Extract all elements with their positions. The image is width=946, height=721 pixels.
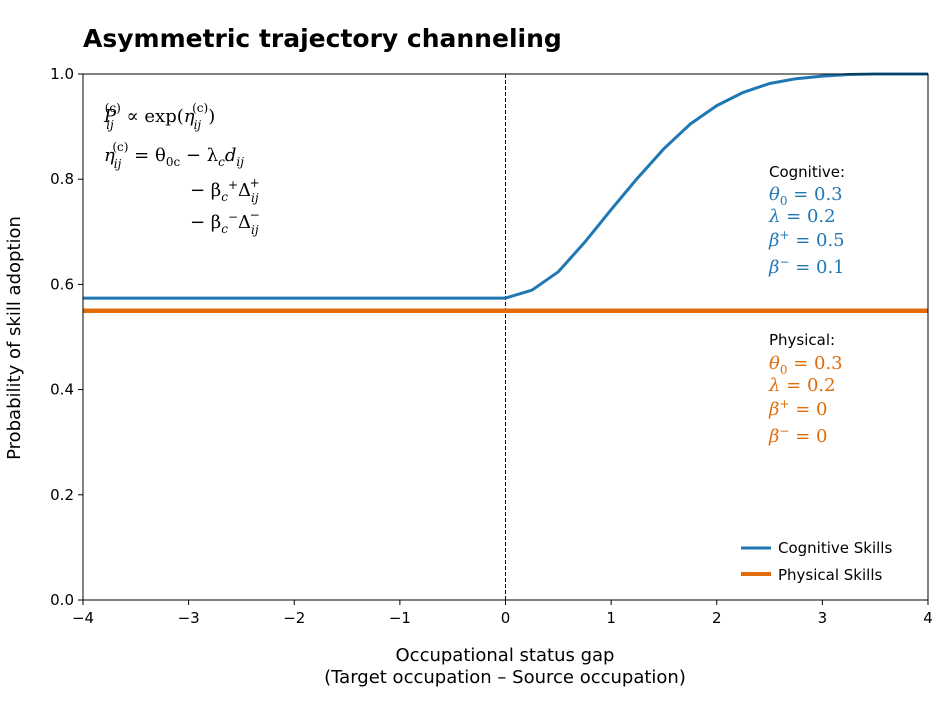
formula-line-3: − βc+Δij+ — [190, 176, 260, 205]
plot-curves — [83, 72, 928, 600]
x-tick-label: 4 — [923, 609, 933, 627]
y-tick-label: 0.6 — [50, 275, 74, 293]
physical-beta-plus: β+ = 0 — [768, 397, 827, 420]
x-axis-ticks: −4 −3 −2 −1 0 1 2 3 4 — [72, 600, 933, 627]
formula-line-1: Pij(c) ∝ exp(ηij(c)) — [103, 101, 215, 132]
physical-lambda: λ = 0.2 — [768, 375, 836, 396]
cognitive-theta0: θ0 = 0.3 — [769, 184, 843, 208]
cognitive-beta-plus: β+ = 0.5 — [768, 228, 845, 251]
cognitive-params: Cognitive: θ0 = 0.3 λ = 0.2 β+ = 0.5 β− … — [768, 163, 845, 278]
legend-label-physical: Physical Skills — [778, 566, 882, 584]
legend-label-cognitive: Cognitive Skills — [778, 539, 892, 557]
x-tick-label: 1 — [606, 609, 616, 627]
cognitive-heading: Cognitive: — [769, 163, 845, 181]
y-tick-label: 0.8 — [50, 170, 74, 188]
formula-line-4: − βc−Δij− — [190, 208, 260, 237]
y-axis-ticks: 0.0 0.2 0.4 0.6 0.8 1.0 — [50, 65, 83, 609]
y-tick-label: 0.4 — [50, 381, 74, 399]
cognitive-lambda: λ = 0.2 — [768, 206, 836, 227]
x-tick-label: 2 — [712, 609, 722, 627]
cognitive-beta-minus: β− = 0.1 — [768, 255, 845, 278]
y-tick-label: 0.0 — [50, 591, 74, 609]
x-tick-label: −3 — [178, 609, 200, 627]
y-tick-label: 1.0 — [50, 65, 74, 83]
x-tick-label: −2 — [283, 609, 305, 627]
y-axis-label: Probability of skill adoption — [4, 216, 25, 460]
x-tick-label: 0 — [501, 609, 511, 627]
formula-annotation: Pij(c) ∝ exp(ηij(c)) ηij(c) = θ0c − λcdi… — [103, 101, 260, 237]
x-axis-label-line2: (Target occupation – Source occupation) — [324, 667, 686, 688]
x-tick-label: 3 — [818, 609, 828, 627]
physical-beta-minus: β− = 0 — [768, 424, 827, 447]
x-tick-label: −1 — [389, 609, 411, 627]
formula-line-2: ηij(c) = θ0c − λcdij — [104, 140, 244, 171]
x-tick-label: −4 — [72, 609, 94, 627]
physical-theta0: θ0 = 0.3 — [769, 353, 843, 377]
series-line-cognitive — [83, 72, 928, 300]
physical-params: Physical: θ0 = 0.3 λ = 0.2 β+ = 0 β− = 0 — [768, 331, 843, 447]
chart-title: Asymmetric trajectory channeling — [83, 24, 562, 53]
x-axis-label-line1: Occupational status gap — [396, 645, 615, 666]
physical-heading: Physical: — [769, 331, 835, 349]
y-tick-label: 0.2 — [50, 486, 74, 504]
legend: Cognitive Skills Physical Skills — [741, 539, 892, 584]
